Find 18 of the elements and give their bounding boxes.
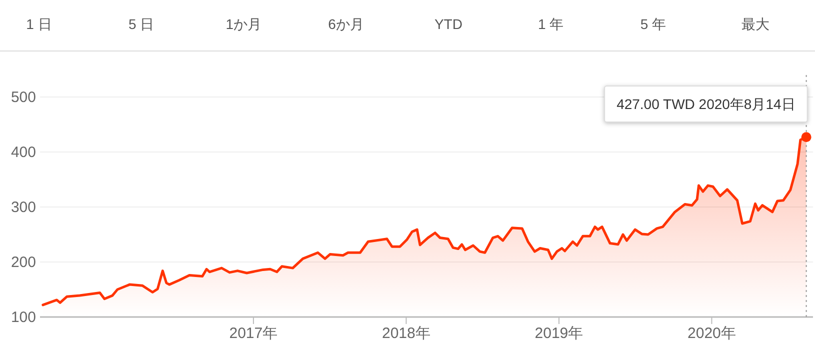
y-tick-label: 200 bbox=[10, 254, 36, 271]
y-tick-label: 300 bbox=[10, 199, 36, 216]
x-tick-label: 2018年 bbox=[382, 325, 430, 342]
text: 5 年 bbox=[640, 16, 666, 32]
x-tick-label: 2019年 bbox=[534, 325, 584, 342]
text: 1 日 bbox=[26, 16, 52, 32]
y-tick-label: 100 bbox=[10, 309, 36, 326]
text: 6か月 bbox=[328, 16, 364, 32]
text: 最大 bbox=[742, 16, 770, 32]
y-tick-label: 500 bbox=[10, 89, 36, 106]
annotation: 427.00 TWD 2020年8月14日 bbox=[616, 96, 796, 112]
text: 1か月 bbox=[226, 16, 262, 32]
x-tick-label: 2017年 bbox=[229, 325, 278, 342]
x-tick-label: 2020年 bbox=[688, 325, 736, 342]
y-tick-label: 400 bbox=[10, 144, 36, 161]
text: 1 年 bbox=[538, 16, 564, 32]
text: YTD bbox=[434, 16, 462, 32]
text: 5 日 bbox=[128, 16, 154, 32]
